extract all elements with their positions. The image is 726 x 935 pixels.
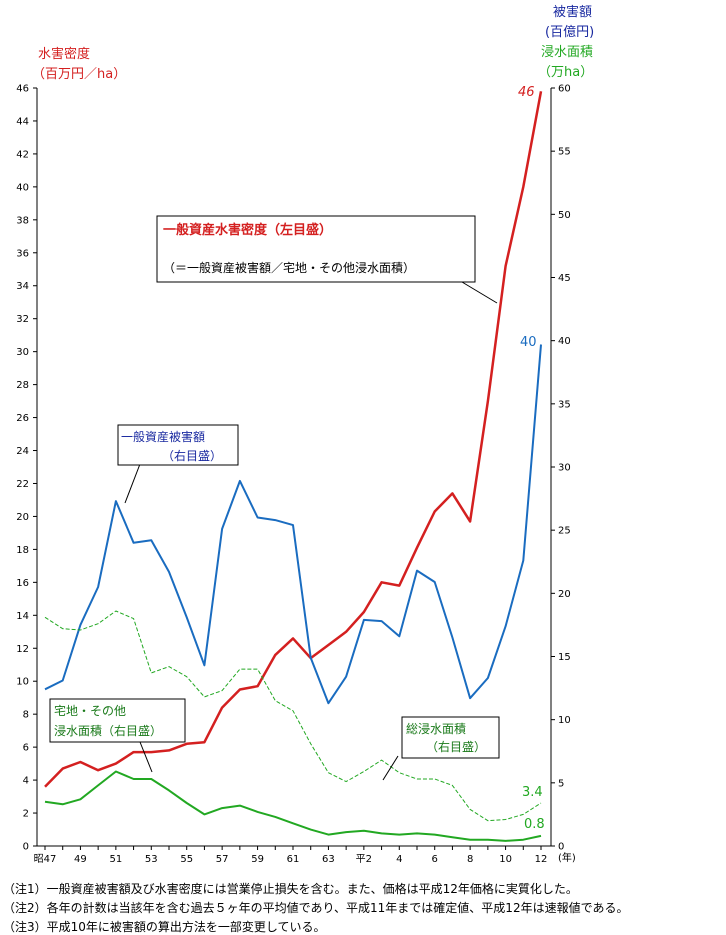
right-tick-label: 10 [558,715,571,726]
left-tick-label: 18 [16,545,29,556]
left-tick-label: 20 [16,512,29,523]
damage-callout: 一般資産被害額 （右目盛） [117,424,239,504]
left-tick-label: 38 [16,215,29,226]
x-tick-label: 12 [535,854,548,865]
note-3: （注3）平成10年に被害額の算出方法を一部変更している。 [3,920,326,934]
right-axis-title-1a: 被害額 [553,4,592,20]
left-tick-label: 8 [23,710,29,721]
x-axis-unit: (年) [558,851,576,864]
series-total_area [44,610,542,822]
x-tick-label: 61 [287,854,300,865]
right-tick-label: 5 [558,778,564,789]
left-tick-label: 2 [23,809,29,820]
end-label-total-area: 3.4 [522,785,543,800]
right-axis-title-2a: 浸水面積 [541,45,593,60]
note-1: （注1）一般資産被害額及び水害密度には営業停止損失を含む。また、価格は平成12年… [3,882,578,896]
end-label-damage: 40 [520,335,537,350]
left-tick-label: 24 [16,446,29,457]
left-tick-label: 16 [16,578,29,589]
right-tick-label: 50 [558,210,571,221]
x-tick-label: 59 [251,854,264,865]
x-tick-label: 4 [396,854,402,865]
x-tick-label: 平2 [356,854,372,865]
left-axis-title-1: 水害密度 [38,46,90,62]
right-tick-label: 35 [558,399,571,410]
right-tick-label: 25 [558,526,571,537]
x-tick-label: 57 [216,854,229,865]
end-label-density: 46 [518,85,535,100]
end-label-residential-area: 0.8 [524,817,545,832]
total-area-callout-line2: （右目盛） [426,739,486,754]
right-tick-label: 55 [558,147,571,158]
damage-callout-line1: 一般資産被害額 [121,429,205,444]
left-tick-label: 10 [16,677,29,688]
right-tick-label: 15 [558,652,571,663]
left-tick-label: 26 [16,413,29,424]
left-tick-label: 34 [16,281,29,292]
x-tick-label: 49 [74,854,87,865]
left-tick-label: 12 [16,644,29,655]
right-tick-label: 40 [558,336,571,347]
left-tick-label: 22 [16,479,29,490]
left-tick-label: 32 [16,314,29,325]
left-tick-label: 28 [16,380,29,391]
x-tick-label: 53 [145,854,158,865]
total-area-callout-line1: 総浸水面積 [406,721,466,736]
note-2: （注2）各年の計数は当該年を含む過去５ヶ年の平均値であり、平成11年までは確定値… [3,901,629,915]
total-area-callout: 総浸水面積 （右目盛） [382,716,500,781]
left-tick-label: 6 [23,743,29,754]
x-tick-label: 昭47 [34,853,57,865]
right-tick-label: 45 [558,273,571,284]
right-axis-title-2b: （万ha） [538,65,593,80]
residential-callout-line1: 宅地・その他 [54,703,126,718]
x-tick-label: 63 [322,854,335,865]
right-axis-title-1b: (百億円) [545,24,594,40]
series-lines [44,91,543,842]
series-damage [44,344,542,705]
damage-callout-line2: （右目盛） [162,448,222,463]
left-tick-label: 30 [16,347,29,358]
residential-callout-line2: 浸水面積（右目盛） [54,723,162,738]
density-callout: 一般資産水害密度（左目盛） （＝一般資産被害額／宅地・その他浸水面積） [156,215,498,304]
series-residential_area [44,770,542,842]
left-axis-title-2: （百万円／ha） [32,67,126,82]
left-tick-label: 46 [16,84,29,95]
left-tick-label: 36 [16,248,29,259]
left-tick-label: 44 [16,116,29,127]
x-tick-label: 8 [467,854,473,865]
residential-callout: 宅地・その他 浸水面積（右目盛） [49,698,186,773]
left-tick-label: 4 [23,776,29,787]
left-tick-label: 42 [16,149,29,160]
x-tick-label: 10 [499,854,512,865]
left-tick-label: 40 [16,182,29,193]
density-callout-line1: 一般資産水害密度（左目盛） [163,222,332,238]
right-tick-label: 0 [558,842,564,853]
x-tick-label: 6 [432,854,438,865]
x-tick-label: 51 [109,854,122,865]
series-density [44,91,543,788]
left-tick-label: 14 [16,611,29,622]
axes: 0246810121416182022242628303234363840424… [16,84,570,866]
right-tick-label: 20 [558,589,571,600]
right-tick-label: 60 [558,84,571,95]
left-tick-label: 0 [23,842,29,853]
x-tick-label: 55 [180,854,193,865]
right-tick-label: 30 [558,463,571,474]
density-callout-line2: （＝一般資産被害額／宅地・その他浸水面積） [163,260,415,275]
